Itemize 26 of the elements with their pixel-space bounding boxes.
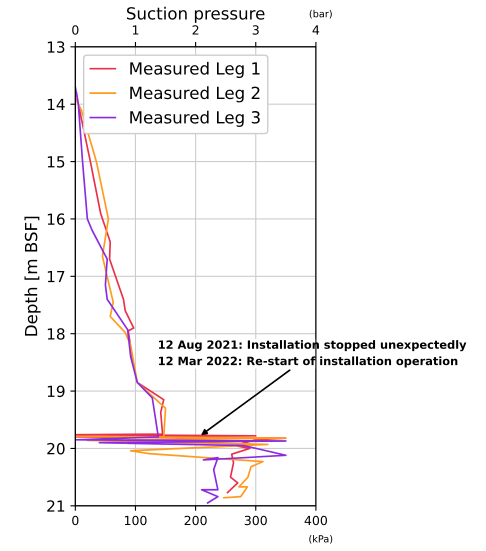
y-tick-label: 14 — [48, 98, 65, 110]
x-tick-label: 100 — [124, 516, 147, 526]
x2-axis-title: Suction pressure — [126, 6, 264, 23]
y-tick-label: 17 — [48, 270, 64, 282]
legend-label: Measured Leg 1 — [130, 62, 260, 78]
y-axis-title: Depth [m BSF] — [24, 216, 41, 336]
x2-tick-label: 2 — [192, 25, 198, 35]
x2-tick-label: 3 — [252, 25, 259, 35]
x-tick-label: 400 — [304, 516, 327, 526]
y-tick-label: 18 — [48, 328, 65, 340]
text: (kPa) — [309, 534, 332, 544]
y-tick-label: 13 — [48, 41, 64, 53]
y-tick-label: 15 — [48, 156, 64, 168]
x-tick-label: 300 — [244, 516, 267, 526]
x2-tick-label: 4 — [312, 25, 320, 35]
x-tick-label: 0 — [72, 516, 78, 526]
y-tick-label: 20 — [47, 442, 65, 454]
legend-label: Measured Leg 2 — [130, 86, 260, 102]
y-tick-label: 19 — [48, 386, 65, 398]
y-tick-label: 21 — [47, 500, 64, 512]
legend-label: Measured Leg 3 — [130, 110, 260, 127]
x2-tick-label: 0 — [72, 25, 78, 35]
x-tick-label: 200 — [184, 516, 207, 526]
text: (bar) — [310, 10, 332, 19]
x2-tick-label: 1 — [132, 25, 138, 35]
y-tick-label: 16 — [48, 213, 65, 225]
